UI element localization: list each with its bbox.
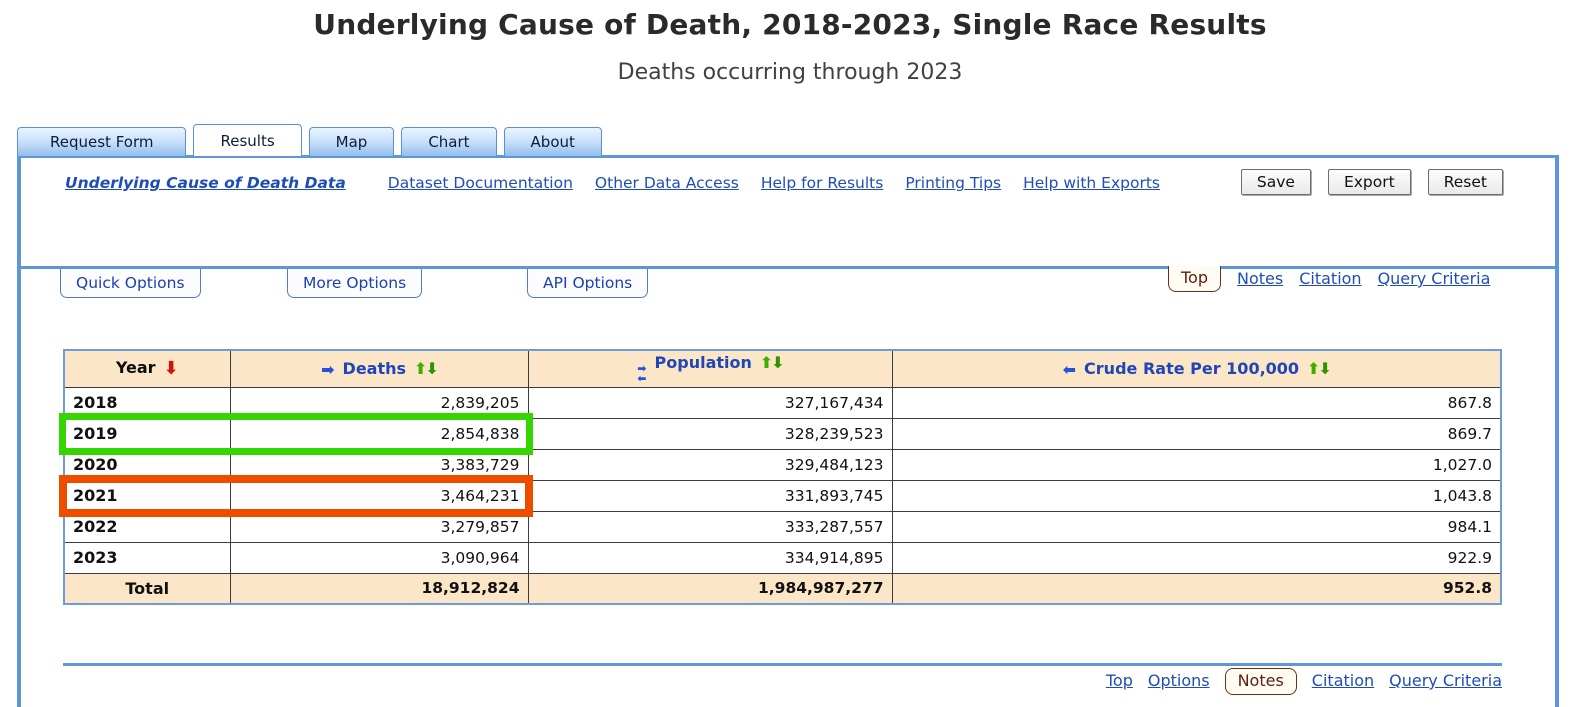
tab-request-form[interactable]: Request Form (17, 127, 187, 156)
notes-link[interactable]: Notes (1237, 269, 1284, 288)
table-row-2022: 2022 3,279,857 333,287,557 984.1 (63, 510, 1502, 543)
population-cell: 328,239,523 (527, 417, 893, 450)
population-cell: 331,893,745 (527, 479, 893, 512)
deaths-cell: 3,464,231 (229, 479, 529, 512)
sort-ascending-icon[interactable]: ⬆ (759, 353, 773, 373)
help-with-exports-link[interactable]: Help with Exports (1023, 174, 1160, 192)
more-options-tab[interactable]: More Options (287, 269, 423, 298)
tab-map[interactable]: Map (308, 127, 395, 156)
content-right-border (1555, 155, 1559, 707)
options-link[interactable]: Options (1147, 671, 1210, 690)
deaths-cell: 3,279,857 (229, 510, 529, 543)
top-anchor-button[interactable]: Top (1168, 266, 1221, 292)
population-column-header[interactable]: ➡ ⬅ Population ⬆⬇ (527, 349, 893, 388)
deaths-cell: 2,854,838 (229, 417, 529, 450)
year-cell: 2022 (63, 510, 231, 543)
move-right-glyph: ➡ (637, 362, 647, 376)
population-cell: 327,167,434 (527, 386, 893, 419)
sort-toggle-icons[interactable]: ⬆⬇ (414, 358, 439, 378)
crude-rate-cell: 1,043.8 (891, 479, 1502, 512)
deaths-header-label: Deaths (342, 358, 407, 378)
year-cell: 2021 (63, 479, 231, 512)
total-crude-rate-cell: 952.8 (891, 572, 1502, 605)
save-button[interactable]: Save (1240, 169, 1311, 195)
population-cell: 329,484,123 (527, 448, 893, 481)
table-row-2020: 2020 3,383,729 329,484,123 1,027.0 (63, 448, 1502, 481)
population-header-label: Population (654, 353, 752, 373)
api-options-tab[interactable]: API Options (527, 269, 649, 298)
deaths-column-header[interactable]: ➡ Deaths ⬆⬇ (229, 349, 529, 388)
sort-descending-icon[interactable]: ⬇ (771, 353, 784, 373)
help-for-results-link[interactable]: Help for Results (760, 174, 884, 192)
tab-underline (17, 155, 1559, 158)
crude-rate-cell: 869.7 (891, 417, 1502, 450)
citation-link[interactable]: Citation (1311, 671, 1375, 690)
footer-anchor-links: Top Options Notes Citation Query Criteri… (0, 668, 1502, 695)
crude-rate-cell: 922.9 (891, 541, 1502, 574)
dataset-link[interactable]: Underlying Cause of Death Data (65, 174, 346, 192)
crude-rate-cell: 984.1 (891, 510, 1502, 543)
reset-button[interactable]: Reset (1427, 169, 1503, 195)
table-row-2021: 2021 3,464,231 331,893,745 1,043.8 (63, 479, 1502, 512)
year-cell: 2019 (63, 417, 231, 450)
year-cell: 2020 (63, 448, 231, 481)
results-table: Year ⬇ ➡ Deaths ⬆⬇ ➡ ⬅ Population ⬆⬇ ⬅ Crude Ra… (63, 349, 1502, 605)
top-anchor-links: Top Notes Citation Query Criteria (1168, 266, 1490, 292)
page-subtitle: Deaths occurring through 2023 (617, 60, 963, 85)
crude-rate-header-label: Crude Rate Per 100,000 (1084, 358, 1300, 378)
year-column-header[interactable]: Year ⬇ (63, 349, 231, 388)
sort-descending-icon[interactable]: ⬇ (1318, 358, 1331, 378)
other-data-access-link[interactable]: Other Data Access (594, 174, 739, 192)
year-header-label: Year (115, 358, 156, 378)
deaths-cell: 3,383,729 (229, 448, 529, 481)
printing-tips-link[interactable]: Printing Tips (905, 174, 1002, 192)
deaths-cell: 2,839,205 (229, 386, 529, 419)
population-cell: 334,914,895 (527, 541, 893, 574)
footer-divider (63, 663, 1502, 666)
sort-ascending-icon[interactable]: ⬆ (414, 358, 427, 378)
table-row-2018: 2018 2,839,205 327,167,434 867.8 (63, 386, 1502, 419)
move-left-glyph: ⬅ (637, 372, 647, 386)
year-cell: 2018 (63, 386, 231, 419)
total-deaths-cell: 18,912,824 (229, 572, 529, 605)
sort-descending-icon[interactable]: ⬇ (425, 358, 438, 378)
year-cell: 2023 (63, 541, 231, 574)
tab-chart[interactable]: Chart (401, 127, 497, 156)
page-title: Underlying Cause of Death, 2018-2023, Si… (313, 8, 1267, 41)
action-buttons: Save Export Reset (1240, 169, 1503, 195)
tab-results[interactable]: Results (193, 124, 302, 156)
deaths-cell: 3,090,964 (229, 541, 529, 574)
notes-anchor-button[interactable]: Notes (1224, 668, 1297, 695)
toolbar-links: Underlying Cause of Death Data Dataset D… (65, 174, 1182, 192)
citation-link[interactable]: Citation (1299, 269, 1362, 288)
crude-rate-cell: 1,027.0 (891, 448, 1502, 481)
top-link[interactable]: Top (1105, 671, 1133, 690)
tab-bar: Request Form Results Map Chart About (17, 124, 602, 156)
table-header-row: Year ⬇ ➡ Deaths ⬆⬇ ➡ ⬅ Population ⬆⬇ ⬅ Crude Ra… (63, 349, 1502, 388)
sort-descending-icon[interactable]: ⬇ (163, 358, 179, 380)
export-button[interactable]: Export (1327, 169, 1411, 195)
tab-about[interactable]: About (503, 127, 602, 156)
move-column-right-icon[interactable]: ➡ (321, 359, 335, 379)
population-cell: 333,287,557 (527, 510, 893, 543)
sort-toggle-icons[interactable]: ⬆⬇ (759, 353, 785, 373)
move-column-left-icon[interactable]: ⬅ (1062, 359, 1077, 379)
content-left-border (17, 155, 21, 707)
quick-options-tab[interactable]: Quick Options (60, 269, 201, 298)
move-column-both-icon[interactable]: ➡ ⬅ (637, 362, 647, 386)
dataset-documentation-link[interactable]: Dataset Documentation (387, 174, 573, 192)
crude-rate-column-header[interactable]: ⬅ Crude Rate Per 100,000 ⬆⬇ (891, 349, 1502, 388)
sort-ascending-icon[interactable]: ⬆ (1307, 358, 1320, 378)
query-criteria-link[interactable]: Query Criteria (1389, 671, 1502, 690)
total-label-cell: Total (63, 572, 231, 605)
options-divider (21, 266, 1555, 269)
table-row-2023: 2023 3,090,964 334,914,895 922.9 (63, 541, 1502, 574)
total-population-cell: 1,984,987,277 (527, 572, 893, 605)
query-criteria-link[interactable]: Query Criteria (1377, 269, 1491, 288)
sort-toggle-icons[interactable]: ⬆⬇ (1307, 358, 1332, 378)
table-total-row: Total 18,912,824 1,984,987,277 952.8 (63, 572, 1502, 605)
table-row-2019: 2019 2,854,838 328,239,523 869.7 (63, 417, 1502, 450)
crude-rate-cell: 867.8 (891, 386, 1502, 419)
